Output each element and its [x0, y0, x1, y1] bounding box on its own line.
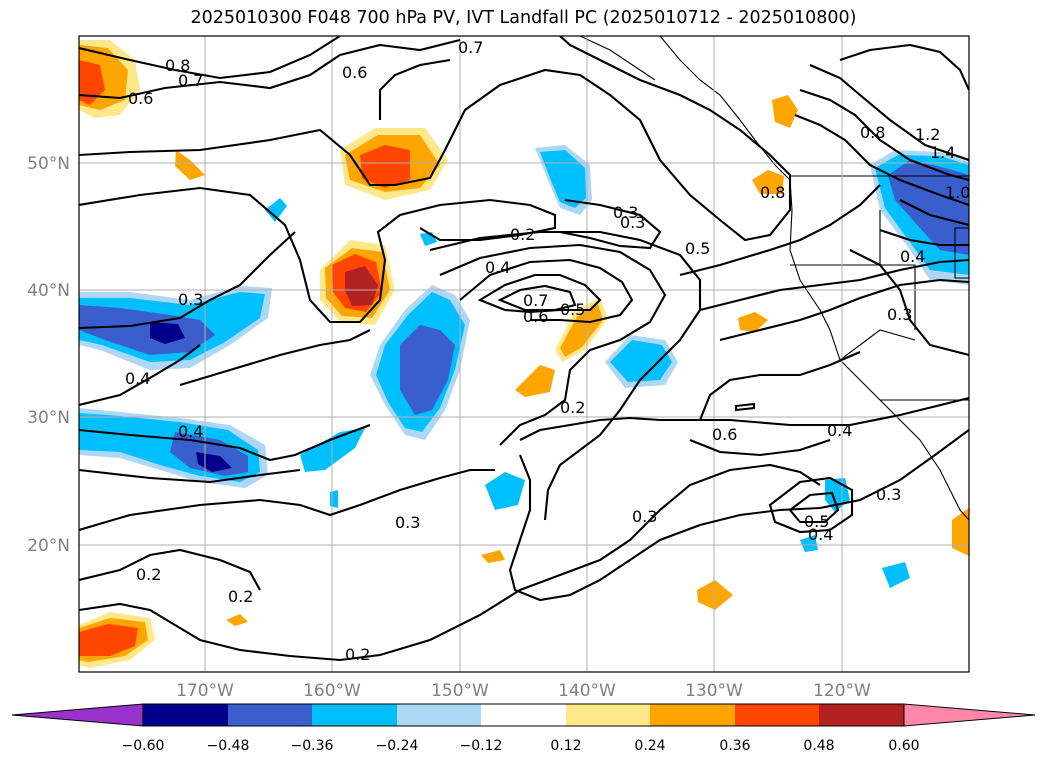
colorbar-segment [819, 704, 904, 726]
pv-positive-region [226, 614, 248, 626]
contour-label: 0.4 [178, 422, 203, 441]
pv-positive-region [481, 550, 505, 563]
colorbar-segment [481, 704, 566, 726]
pv-negative-region [800, 535, 818, 552]
lon-label-130w: 130°W [685, 681, 743, 701]
contour-label: 0.7 [523, 291, 548, 310]
pv-negative-region [400, 325, 455, 415]
colorbar-ticks: −0.60 −0.48 −0.36 −0.24 −0.12 0.12 0.24 … [122, 738, 920, 754]
contour-label: 0.3 [620, 213, 645, 232]
pv-positive-region [738, 312, 768, 332]
colorbar-segment [735, 704, 819, 726]
contour-label: 0.2 [560, 398, 585, 417]
pv-negative-region [882, 562, 910, 588]
pv-negative-region [610, 340, 672, 382]
contour-label: 0.4 [900, 247, 925, 266]
pv-negative-region [265, 198, 287, 222]
contour-label: 1.4 [930, 143, 955, 162]
pv-negative-region [485, 472, 525, 510]
colorbar-tick: −0.36 [291, 738, 334, 754]
lat-label-30n: 30°N [27, 408, 70, 428]
contour-label: 0.6 [128, 89, 153, 108]
contour-label: 0.5 [560, 300, 585, 319]
pv-shading [79, 40, 969, 668]
contour-label: 0.3 [395, 513, 420, 532]
colorbar-segment [650, 704, 735, 726]
contour-label: 1.2 [915, 125, 940, 144]
contour-label: 0.8 [165, 56, 190, 75]
contour-label: 0.8 [760, 183, 785, 202]
colorbar-tick: −0.60 [122, 738, 165, 754]
pv-negative-region [540, 150, 586, 208]
pv-positive-region [79, 624, 138, 656]
map-title: 2025010300 F048 700 hPa PV, IVT Landfall… [190, 8, 857, 28]
lat-label-50n: 50°N [27, 154, 70, 174]
contour-label: 0.3 [178, 290, 203, 309]
ivt-contours [79, 36, 969, 662]
colorbar-tick: 0.48 [803, 738, 834, 754]
pv-positive-region [345, 266, 378, 306]
latitude-labels: 50°N 40°N 30°N 20°N [27, 154, 70, 556]
lon-label-160w: 160°W [303, 681, 361, 701]
lon-label-170w: 170°W [176, 681, 234, 701]
colorbar-segment [312, 704, 397, 726]
contour-label: 0.4 [125, 369, 150, 388]
pv-positive-region [79, 60, 105, 105]
contour-label: 0.6 [342, 63, 367, 82]
contour-label: 0.2 [510, 225, 535, 244]
contour-label: 0.4 [485, 258, 510, 277]
pv-negative-region [150, 322, 185, 344]
lon-label-150w: 150°W [431, 681, 489, 701]
contour-label: 0.4 [827, 421, 852, 440]
contour-label: 0.3 [613, 203, 638, 222]
colorbar: −0.60 −0.48 −0.36 −0.24 −0.12 0.12 0.24 … [11, 703, 1036, 754]
pv-positive-region [360, 145, 410, 188]
colorbar-tick: 0.36 [719, 738, 750, 754]
lon-label-140w: 140°W [558, 681, 616, 701]
pv-negative-region [330, 490, 338, 508]
colorbar-tick: 0.24 [634, 738, 665, 754]
map-frame [78, 35, 970, 673]
coastlines [579, 36, 969, 521]
lon-label-120w: 120°W [813, 681, 871, 701]
pv-positive-region [697, 580, 733, 610]
pv-positive-region [772, 95, 798, 128]
colorbar-tick: −0.12 [460, 738, 503, 754]
lat-label-40n: 40°N [27, 281, 70, 301]
contour-label: 0.5 [685, 239, 710, 258]
lat-label-20n: 20°N [27, 536, 70, 556]
colorbar-extend-high [903, 703, 1036, 727]
colorbar-tick: −0.24 [376, 738, 419, 754]
pv-positive-region [752, 170, 784, 194]
colorbar-extend-low [11, 703, 144, 727]
longitude-labels: 170°W 160°W 150°W 140°W 130°W 120°W [176, 681, 871, 701]
colorbar-segment [143, 704, 228, 726]
contour-label: 0.3 [887, 305, 912, 324]
pv-positive-region [515, 365, 555, 397]
colorbar-segment [397, 704, 481, 726]
colorbar-tick: −0.48 [207, 738, 250, 754]
contour-label: 1.0 [945, 183, 970, 202]
contour-label: 0.8 [860, 123, 885, 142]
pv-positive-region [175, 150, 205, 180]
colorbar-tick: 0.60 [888, 738, 919, 754]
contour-label: 0.4 [808, 525, 833, 544]
colorbar-segment [566, 704, 650, 726]
contour-label: 0.2 [136, 565, 161, 584]
pv-positive-region [560, 304, 603, 357]
contour-label: 0.3 [876, 485, 901, 504]
contour-label: 0.2 [345, 645, 370, 664]
contour-label: 0.3 [632, 507, 657, 526]
pv-positive-region [952, 508, 969, 556]
colorbar-tick: 0.12 [550, 738, 581, 754]
contour-label: 0.7 [458, 38, 483, 57]
contour-label: 0.6 [523, 307, 548, 326]
contour-label: 0.2 [228, 587, 253, 606]
contour-label: 0.6 [712, 425, 737, 444]
contour-labels: 0.8 0.7 0.6 0.7 0.6 0.3 0.2 0.4 0.7 0.6 … [125, 38, 970, 664]
colorbar-segment [228, 704, 312, 726]
contour-label: 0.7 [178, 71, 203, 90]
contour-label: 0.5 [804, 512, 829, 531]
